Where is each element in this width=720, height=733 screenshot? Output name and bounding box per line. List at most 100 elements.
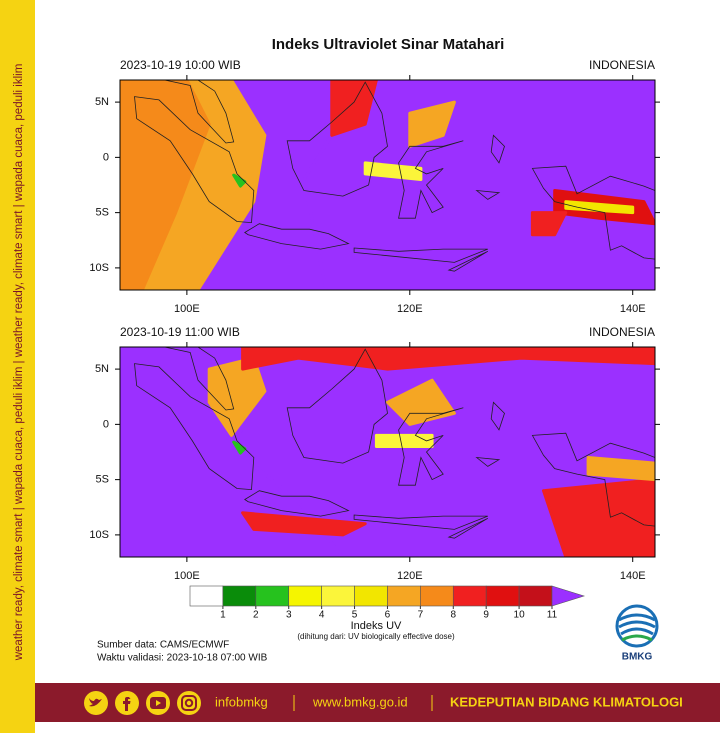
youtube-play bbox=[156, 700, 161, 706]
facebook-glyph bbox=[123, 697, 131, 711]
colorbar-box bbox=[485, 585, 520, 607]
lat-tick-label: 0 bbox=[103, 151, 109, 163]
uv-map: 2023-10-19 10:00 WIB INDONESIA 5N 0 5S 10S 100… bbox=[89, 58, 660, 315]
instagram-icon[interactable] bbox=[177, 691, 201, 715]
lat-tick-label: 5N bbox=[95, 96, 109, 108]
sidebar bbox=[0, 0, 35, 733]
instagram-lens bbox=[184, 698, 194, 708]
logo-green bbox=[621, 634, 653, 642]
colorbar-arrow bbox=[551, 585, 586, 607]
department: KEDEPUTIAN BIDANG KLIMATOLOGI bbox=[450, 694, 683, 709]
uv-region bbox=[374, 433, 434, 448]
social-handle[interactable]: infobmkg bbox=[215, 694, 268, 709]
uv-region bbox=[232, 440, 247, 455]
coastline bbox=[286, 81, 388, 197]
uv-region bbox=[530, 211, 568, 237]
map-frame bbox=[119, 79, 656, 291]
uv-map: 2023-10-19 11:00 WIB INDONESIA 5N 0 5S 10S 100… bbox=[89, 325, 660, 582]
uv-region bbox=[363, 161, 423, 181]
uv-region bbox=[408, 100, 456, 148]
sidebar-text: weather ready, climate smart | wapada cu… bbox=[13, 64, 25, 662]
colorbar-box bbox=[189, 585, 224, 607]
colorbar-box bbox=[387, 585, 421, 607]
validity-note: Waktu validasi: 2023-10-18 07:00 WIB bbox=[97, 653, 268, 664]
lon-tick-label: 100E bbox=[174, 570, 200, 582]
colorbar-tick-label: 10 bbox=[514, 610, 526, 621]
colorbar-box bbox=[420, 585, 454, 607]
social-icons bbox=[84, 691, 201, 715]
colorbar-tick-label: 5 bbox=[352, 610, 358, 621]
map-frame bbox=[119, 346, 656, 558]
website[interactable]: www.bmkg.go.id bbox=[312, 694, 408, 709]
colorbar-box bbox=[255, 585, 290, 607]
coastline bbox=[475, 456, 501, 467]
uv-field bbox=[120, 80, 655, 290]
coastline bbox=[490, 401, 505, 431]
colorbar-tick-label: 4 bbox=[319, 610, 325, 621]
uv-region bbox=[542, 478, 655, 557]
coastline bbox=[134, 363, 255, 491]
coastline bbox=[475, 189, 501, 200]
coastline bbox=[531, 432, 655, 527]
coastline bbox=[286, 348, 388, 464]
map-time: 2023-10-19 10:00 WIB bbox=[120, 58, 241, 72]
colorbar-tick-label: 7 bbox=[418, 610, 424, 621]
map-time: 2023-10-19 11:00 WIB bbox=[120, 325, 240, 339]
coastline bbox=[398, 140, 464, 219]
colorbar-note: (dihitung dari: UV biologically effectiv… bbox=[297, 632, 455, 641]
coastline bbox=[490, 134, 505, 164]
colorbar-box bbox=[452, 585, 487, 607]
coastline bbox=[398, 407, 464, 486]
source-note: Sumber data: CAMS/ECMWF bbox=[97, 640, 229, 651]
bmkg-logo: BMKG bbox=[615, 604, 659, 663]
colorbar-label: Indeks UV bbox=[351, 620, 402, 632]
uv-region bbox=[564, 200, 635, 215]
coastline bbox=[164, 347, 235, 411]
colorbar-tick-label: 9 bbox=[483, 610, 489, 621]
colorbar-tick-label: 3 bbox=[286, 610, 292, 621]
lat-tick-label: 10S bbox=[89, 262, 109, 274]
instagram-glyph bbox=[181, 695, 197, 711]
lon-tick-label: 140E bbox=[620, 303, 646, 315]
logo-text: BMKG bbox=[622, 652, 653, 663]
lat-tick-label: 0 bbox=[103, 418, 109, 430]
colorbar-tick-label: 6 bbox=[385, 610, 391, 621]
uv-field bbox=[120, 347, 655, 557]
lon-tick-label: 120E bbox=[397, 570, 423, 582]
coastline bbox=[353, 247, 488, 263]
coastline bbox=[531, 165, 655, 260]
colorbar-tick-label: 11 bbox=[547, 610, 558, 621]
uv-region bbox=[241, 511, 367, 537]
lon-tick-label: 120E bbox=[397, 303, 423, 315]
colorbar-tick-label: 2 bbox=[253, 610, 259, 621]
lat-tick-label: 5S bbox=[96, 474, 109, 486]
uv-region bbox=[232, 173, 247, 188]
colorbar-box bbox=[354, 585, 388, 607]
uv-region bbox=[241, 347, 655, 371]
lon-tick-label: 140E bbox=[620, 570, 646, 582]
colorbar-tick-label: 1 bbox=[220, 610, 226, 621]
colorbar-box bbox=[321, 585, 355, 607]
coastline bbox=[353, 514, 488, 530]
lat-tick-label: 10S bbox=[89, 529, 109, 541]
uv-region bbox=[330, 80, 378, 137]
title: Indeks Ultraviolet Sinar Matahari bbox=[272, 36, 505, 53]
coastline bbox=[244, 490, 350, 517]
colorbar-box bbox=[518, 585, 553, 607]
logo-waves bbox=[618, 613, 656, 636]
coastline bbox=[134, 96, 255, 224]
map-region: INDONESIA bbox=[589, 58, 655, 72]
lat-tick-label: 5N bbox=[95, 363, 109, 375]
lat-tick-label: 5S bbox=[96, 207, 109, 219]
twitter-glyph bbox=[89, 698, 102, 707]
coastline bbox=[447, 517, 489, 539]
lon-tick-label: 100E bbox=[174, 303, 200, 315]
colorbar-tick-label: 8 bbox=[450, 610, 456, 621]
colorbar: 1 2 3 4 5 6 7 8 9 10 11 Indeks UV(dihitung dari: UV… bbox=[189, 585, 586, 641]
map-region: INDONESIA bbox=[589, 325, 655, 339]
uv-region bbox=[586, 456, 655, 482]
colorbar-box bbox=[222, 585, 257, 607]
uv-region bbox=[120, 80, 211, 290]
